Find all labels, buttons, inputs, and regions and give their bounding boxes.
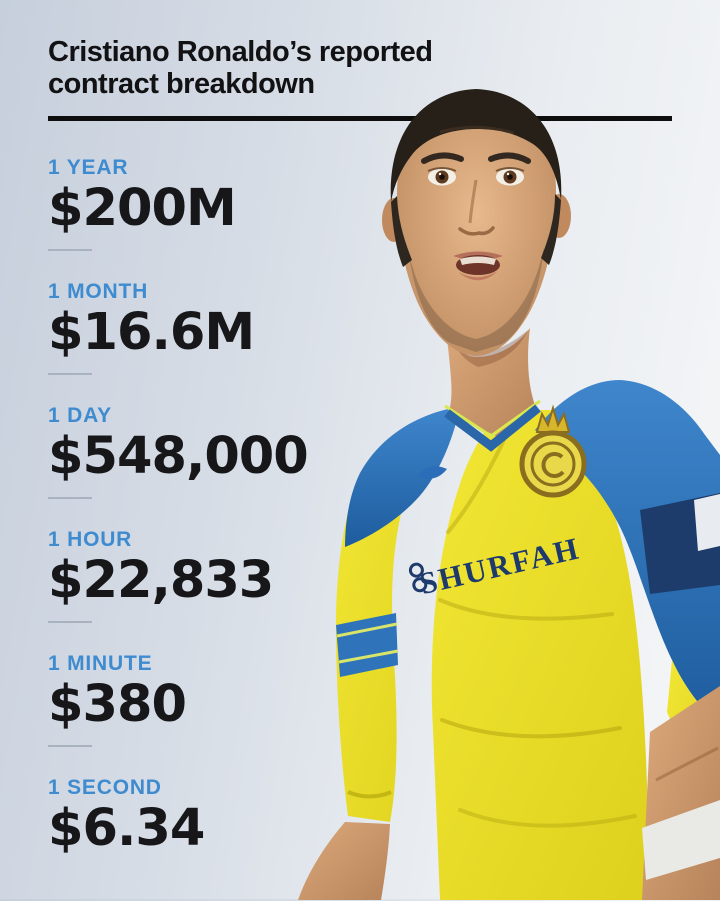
mouth	[453, 251, 503, 281]
left-forearm	[642, 686, 720, 900]
stat-label: 1 MINUTE	[48, 652, 153, 675]
stat-1-hour: 1 HOUR $22,833	[48, 529, 378, 653]
stat-1-minute: 1 MINUTE $380	[48, 653, 378, 777]
stat-value: $16.6M	[48, 303, 255, 362]
stat-separator	[48, 745, 92, 747]
left-shoulder-panel	[345, 408, 456, 547]
eyebrow-left	[488, 152, 531, 164]
stat-value: $6.34	[48, 799, 205, 858]
torso	[431, 410, 648, 900]
sideburn-right	[391, 196, 412, 267]
page-title: Cristiano Ronaldo’s reported contract bre…	[48, 36, 478, 101]
stat-label: 1 DAY	[48, 404, 112, 427]
hair	[390, 89, 562, 202]
face	[397, 96, 556, 356]
stat-1-month: 1 MONTH $16.6M	[48, 281, 378, 405]
right-hand	[298, 822, 390, 900]
stubble-shading	[408, 246, 544, 352]
contract-stats-list: 1 YEAR $200M 1 MONTH $16.6M 1 DAY $548,0…	[48, 157, 378, 901]
collar	[444, 404, 541, 452]
sponsor-mark	[408, 562, 428, 593]
stat-value: $200M	[48, 179, 237, 238]
stat-separator	[48, 373, 92, 375]
head	[382, 89, 571, 356]
armband-white-patch	[694, 494, 720, 551]
eyebrow-right	[421, 152, 464, 164]
title-line-2: contract breakdown	[48, 68, 315, 101]
eyes	[427, 167, 525, 186]
brand-logo	[417, 466, 447, 479]
wrist-tape	[642, 800, 720, 880]
nose	[458, 179, 495, 236]
club-crest	[519, 404, 587, 498]
ronaldo-photo: SHURFAH	[298, 89, 720, 900]
stat-value: $380	[48, 675, 187, 734]
stat-label: 1 SECOND	[48, 776, 162, 799]
stat-label: 1 MONTH	[48, 280, 149, 303]
stat-separator	[48, 249, 92, 251]
collar-piping	[444, 399, 541, 438]
stat-1-day: 1 DAY $548,000	[48, 405, 378, 529]
stat-separator	[48, 621, 92, 623]
stat-value: $22,833	[48, 551, 274, 610]
neck	[444, 318, 541, 452]
title-underline	[48, 116, 672, 121]
stat-1-second: 1 SECOND $6.34	[48, 777, 378, 901]
stat-separator	[48, 497, 92, 499]
sideburn-left	[541, 194, 561, 265]
stat-label: 1 YEAR	[48, 156, 129, 179]
stat-label: 1 HOUR	[48, 528, 133, 551]
title-line-1: Cristiano Ronaldo’s reported	[48, 36, 433, 68]
stat-1-year: 1 YEAR $200M	[48, 157, 378, 281]
crown	[535, 404, 571, 433]
stat-value: $548,000	[48, 427, 309, 486]
